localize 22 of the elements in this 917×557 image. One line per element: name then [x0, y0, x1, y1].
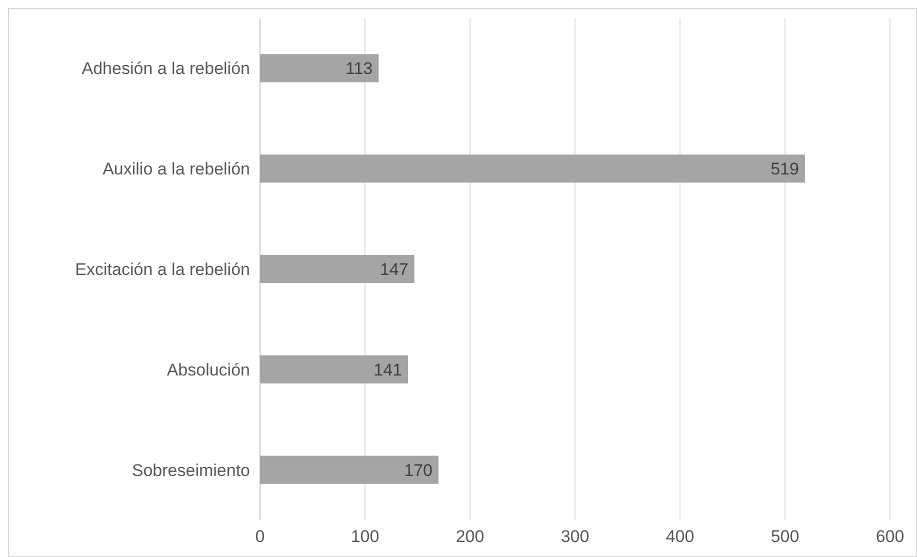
data-label: 519	[770, 160, 799, 179]
bar	[260, 154, 805, 183]
bar	[260, 355, 408, 384]
y-tick-label: Excitación a la rebelión	[75, 260, 250, 279]
y-tick-label: Absolución	[166, 360, 250, 380]
x-tick-label: 500	[770, 527, 800, 546]
x-tick-label: 400	[666, 527, 694, 546]
x-tick-label: 100	[350, 527, 380, 546]
data-label: 170	[404, 460, 432, 480]
data-label: 147	[380, 260, 408, 279]
data-label: 113	[346, 59, 373, 78]
x-tick-label: 200	[456, 527, 484, 546]
data-label: 141	[374, 360, 402, 380]
y-tick-label: Sobreseimiento	[132, 460, 250, 480]
x-tick-label: 0	[255, 527, 265, 546]
x-tick-label: 600	[876, 527, 904, 546]
bar	[260, 254, 414, 284]
bar	[260, 456, 438, 484]
x-tick-label: 300	[560, 527, 590, 546]
y-tick-label: Adhesión a la rebelión	[82, 59, 250, 78]
bar	[260, 54, 379, 82]
y-tick-label: Auxilio a la rebelión	[102, 160, 250, 179]
